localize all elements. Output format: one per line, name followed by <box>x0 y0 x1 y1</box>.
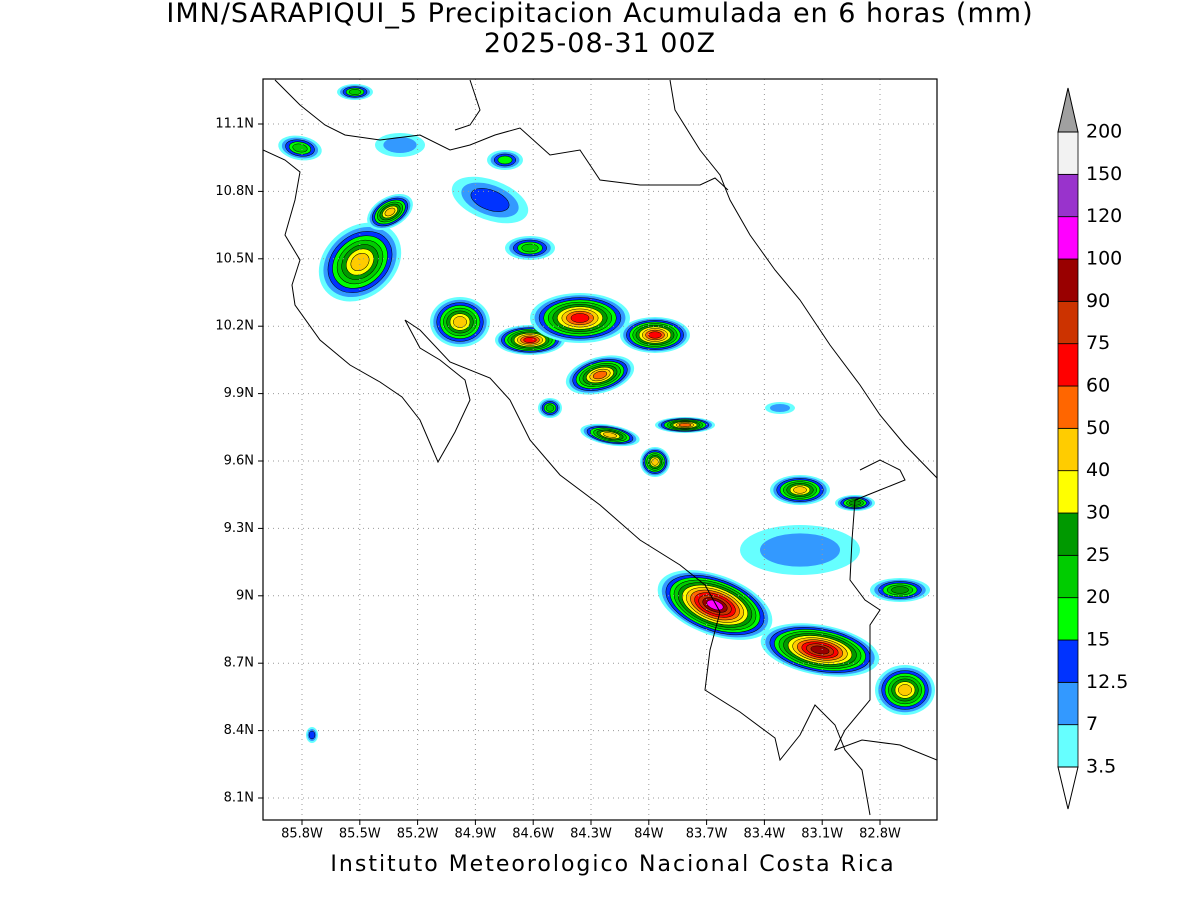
colorbar-box <box>1057 427 1079 472</box>
lon-label: 83.7W <box>686 827 728 842</box>
precipitation <box>278 84 935 743</box>
lon-label: 84.6W <box>512 827 554 842</box>
colorbar-label: 20 <box>1086 586 1110 608</box>
colorbar-under <box>1057 766 1079 810</box>
colorbar-label: 90 <box>1086 290 1110 312</box>
lat-label: 9.9N <box>224 386 254 401</box>
lon-label: 83.1W <box>801 827 843 842</box>
rain-cell <box>497 155 513 165</box>
rain-cell <box>706 599 724 611</box>
colorbar: 3.5 7 12.5 15 20 25 30 40 50 60 75 90 100 120 150 200 <box>1057 87 1128 810</box>
rain-cell <box>898 684 912 696</box>
colorbar-box <box>1057 258 1079 302</box>
rain-cell <box>810 645 830 655</box>
colorbar-box <box>1057 554 1079 599</box>
rain-cell <box>651 458 659 466</box>
caribbean-coast <box>669 79 937 479</box>
rain-cell <box>470 188 510 212</box>
rain-cell <box>603 432 617 438</box>
rain-cell <box>770 404 790 412</box>
rain-cell <box>308 730 316 740</box>
colorbar-label: 75 <box>1086 332 1110 354</box>
colorbar-label: 15 <box>1086 629 1110 651</box>
colorbar-label: 100 <box>1086 248 1122 270</box>
lat-label: 9.3N <box>224 521 254 536</box>
colorbar-label: 50 <box>1086 417 1110 439</box>
colorbar-box <box>1057 343 1079 387</box>
rain-cell <box>348 89 362 95</box>
colorbar-label: 150 <box>1086 163 1122 185</box>
colorbar-box <box>1057 597 1079 641</box>
rain-cell <box>523 337 537 343</box>
border-north <box>274 79 729 191</box>
lon-label: 85.5W <box>339 827 381 842</box>
rain-cell <box>592 370 608 380</box>
subtitle: 2025-08-31 00Z <box>484 28 716 59</box>
colorbar-label: 60 <box>1086 375 1110 397</box>
lon-label: 85.8W <box>281 827 323 842</box>
lon-label: 84W <box>634 827 664 842</box>
lon-label: 83.4W <box>743 827 785 842</box>
rain-cell <box>793 486 807 494</box>
colorbar-label: 200 <box>1086 121 1122 143</box>
lat-label: 8.7N <box>224 656 254 671</box>
colorbar-label: 40 <box>1086 459 1110 481</box>
colorbar-over <box>1057 87 1079 133</box>
lat-label: 8.4N <box>224 723 254 738</box>
rain-cell <box>350 252 370 272</box>
rain-cell <box>521 243 539 253</box>
rain-cell <box>891 586 909 594</box>
title: IMN/SARAPIQUI_5 Precipitacion Acumulada … <box>166 0 1033 29</box>
rain-cell <box>760 533 840 567</box>
colorbar-box <box>1057 385 1079 429</box>
pacific-coast <box>263 149 871 816</box>
lon-label: 84.9W <box>454 827 496 842</box>
border-south <box>833 459 937 761</box>
colorbar-label: 25 <box>1086 544 1110 566</box>
colorbar-label: 30 <box>1086 502 1110 524</box>
colorbar-label: 120 <box>1086 205 1122 227</box>
lat-label: 10.5N <box>215 251 254 266</box>
footer: Instituto Meteorologico Nacional Costa R… <box>330 852 895 877</box>
map-frame <box>262 78 938 821</box>
lat-label: 9.6N <box>224 454 254 469</box>
rain-cell <box>545 404 555 412</box>
rain-cell <box>453 316 467 328</box>
lake-shore <box>454 79 481 131</box>
colorbar-box <box>1057 724 1079 768</box>
colorbar-box <box>1057 173 1079 218</box>
colorbar-box <box>1057 681 1079 726</box>
coastlines <box>263 79 937 816</box>
colorbar-box <box>1057 470 1079 514</box>
rain-cell <box>292 143 308 153</box>
colorbar-box <box>1057 216 1079 260</box>
graticule: 85.8W 85.5W 85.2W 84.9W 84.6W 84.3W 84W 83.7W 83… <box>215 79 937 842</box>
colorbar-label: 3.5 <box>1086 756 1116 778</box>
lat-label: 8.1N <box>224 791 254 806</box>
lon-label: 82.8W <box>859 827 901 842</box>
rain-cell <box>570 313 590 323</box>
colorbar-box <box>1057 131 1079 175</box>
colorbar-box <box>1057 639 1079 683</box>
colorbar-box <box>1057 512 1079 556</box>
colorbar-box <box>1057 300 1079 345</box>
lon-label: 85.2W <box>397 827 439 842</box>
lon-label: 84.3W <box>570 827 612 842</box>
rain-cell <box>678 423 692 427</box>
lat-label: 10.2N <box>215 319 254 334</box>
rain-cell <box>383 137 417 153</box>
colorbar-label: 12.5 <box>1086 671 1128 693</box>
rain-cell <box>384 207 396 217</box>
lat-label: 9N <box>236 588 254 603</box>
rain-cell <box>648 331 662 339</box>
colorbar-label: 7 <box>1086 713 1098 735</box>
lat-label: 10.8N <box>215 184 254 199</box>
lat-label: 11.1N <box>215 117 254 132</box>
